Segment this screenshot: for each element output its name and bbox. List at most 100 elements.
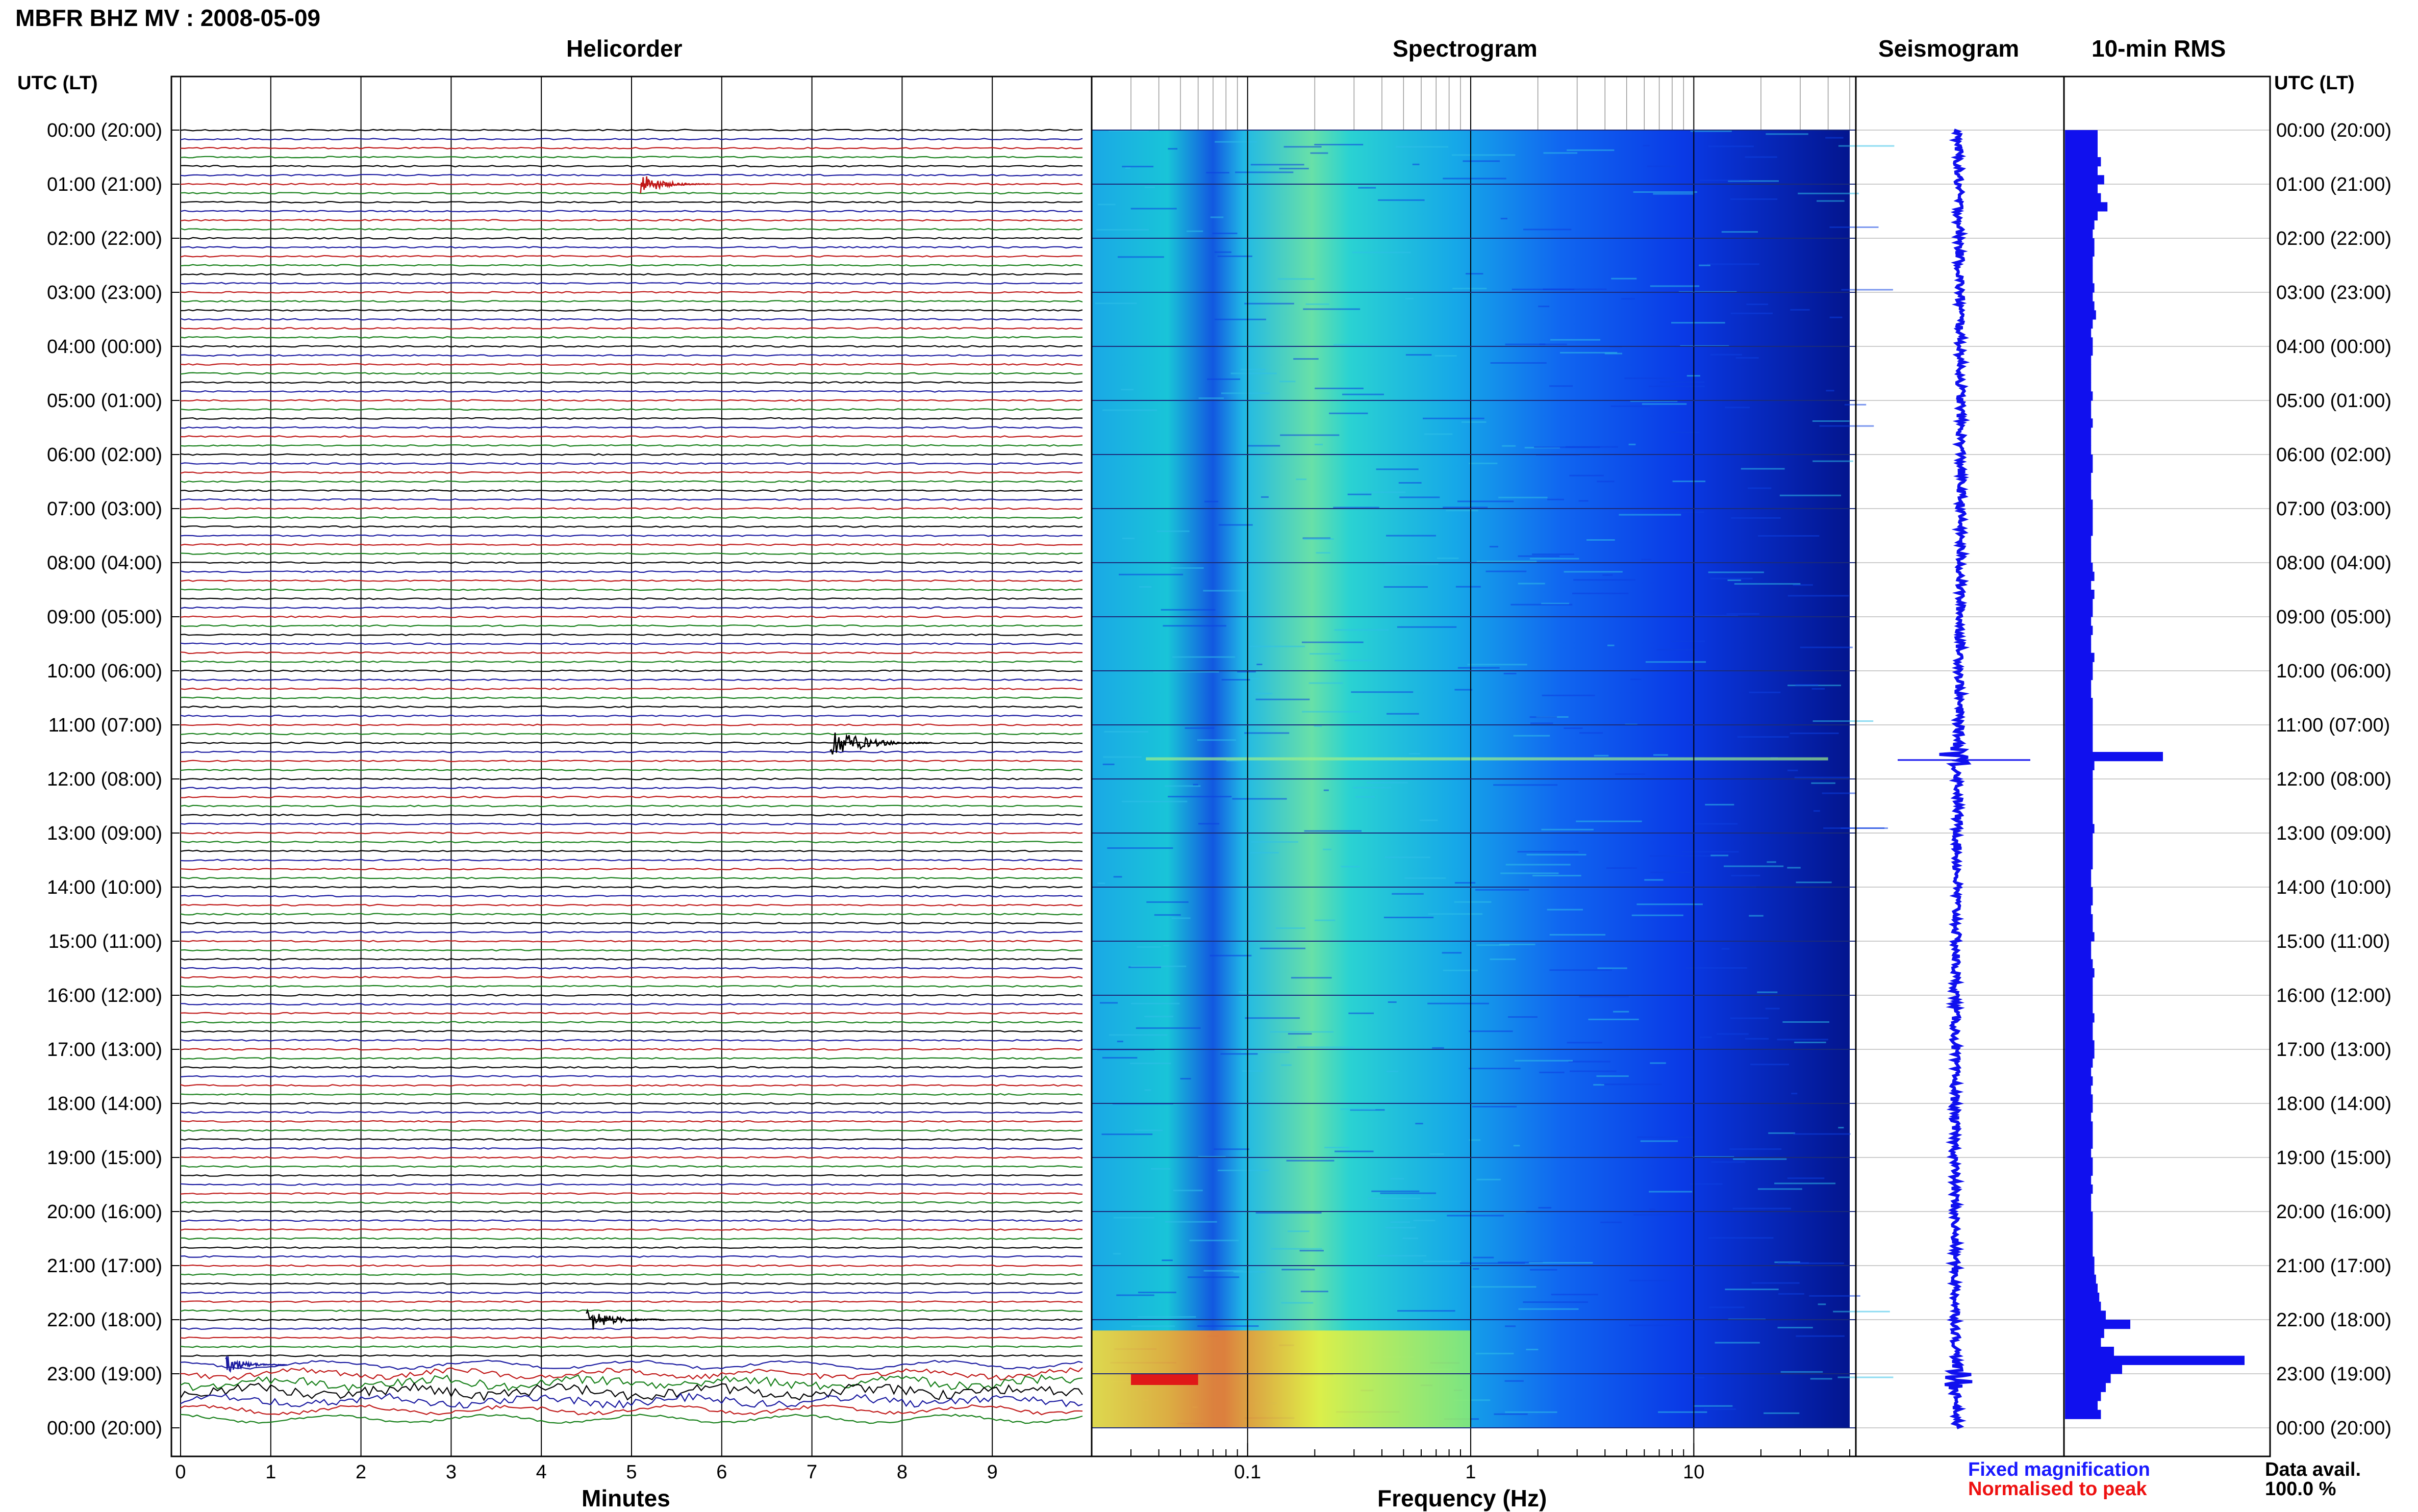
spectrogram-streak: [1643, 145, 1650, 146]
spectrogram-streak: [1541, 602, 1569, 604]
spectrogram-streak: [1664, 511, 1704, 513]
spectrogram-streak: [1600, 1221, 1622, 1223]
rms-bar: [2065, 1239, 2093, 1248]
spectrogram-streak: [1367, 782, 1408, 784]
rms-bar: [2065, 526, 2093, 536]
rms-bar: [2065, 1049, 2095, 1059]
spectrogram-streak: [1757, 991, 1778, 993]
spectrogram-streak: [1340, 1108, 1376, 1110]
rms-bar: [2065, 806, 2093, 816]
helicorder-trace: [180, 471, 1083, 474]
rms-bar: [2065, 734, 2093, 743]
spectrogram-streak: [1302, 537, 1331, 539]
spectrogram-streak: [1543, 152, 1578, 154]
helicorder-trace: [180, 1264, 1083, 1267]
helicorder-trace: [180, 156, 1083, 159]
spectrogram-streak: [1532, 553, 1574, 556]
spectrogram-streak: [1795, 684, 1819, 686]
helicorder-trace: [180, 1138, 1083, 1141]
rms-bar: [2065, 436, 2092, 446]
spectrogram-streak: [1549, 934, 1606, 936]
spectrogram-streak: [1203, 590, 1250, 592]
spectrogram-streak: [1530, 1269, 1557, 1271]
rms-bar: [2065, 824, 2095, 834]
helicorder-trace: [180, 930, 1083, 934]
rms-bar: [2065, 590, 2095, 599]
spectrogram-streak: [1130, 208, 1177, 210]
spectrogram-streak: [1308, 682, 1343, 684]
spectrogram-streak: [1100, 1002, 1118, 1004]
spectrogram-streak: [1144, 1016, 1174, 1018]
helicorder-trace: [180, 1237, 1083, 1240]
spectrogram-streak: [1384, 563, 1439, 565]
spectrogram-streak: [1523, 229, 1572, 231]
rms-bar: [2065, 238, 2095, 248]
spectrogram-streak: [1469, 462, 1498, 464]
spectrogram-streak: [1388, 1001, 1397, 1003]
helicorder-trace: [180, 1039, 1083, 1042]
rms-bar: [2065, 563, 2093, 572]
spectrogram-streak: [1119, 573, 1183, 575]
minutes-axis-label: Minutes: [582, 1485, 670, 1511]
hour-label-right: 12:00 (08:00): [2276, 769, 2391, 790]
spectrogram-streak: [1787, 1177, 1825, 1179]
hour-label-right: 20:00 (16:00): [2276, 1201, 2391, 1223]
spectrogram-streak: [1221, 679, 1250, 681]
minute-tick-label: 4: [536, 1461, 547, 1483]
seismogram-trace: [1939, 129, 1973, 1429]
spectrogram-streak: [1489, 546, 1498, 548]
helicorder-trace: [180, 282, 1083, 285]
spectrogram-streak: [1518, 555, 1560, 557]
spectrogram-streak: [1588, 1018, 1639, 1020]
spectrogram-streak: [1102, 409, 1157, 411]
helicorder-trace: [180, 606, 1083, 609]
spectrogram-streak: [1737, 736, 1789, 738]
helicorder-trace: [180, 841, 1083, 844]
spectrogram-streak: [1193, 784, 1198, 786]
rms-bar: [2065, 959, 2093, 969]
spectrogram-streak: [1405, 354, 1432, 356]
spectrogram-streak: [1139, 586, 1152, 588]
rms-bar: [2065, 166, 2098, 175]
spectrogram-streak: [1586, 539, 1615, 541]
spectrogram-streak: [1741, 468, 1785, 470]
rms-bar: [2065, 598, 2093, 608]
spectrogram-streak: [1121, 389, 1134, 391]
time-axis-header-right: UTC (LT): [2274, 72, 2355, 94]
helicorder-trace: [180, 246, 1083, 249]
spectrogram-streak: [1437, 557, 1459, 559]
spectrogram-streak: [1490, 362, 1547, 364]
spectrogram-streak: [1413, 1220, 1435, 1221]
rms-bar: [2065, 337, 2093, 347]
spectrogram-streak: [1647, 165, 1676, 167]
helicorder-event: [586, 1308, 664, 1330]
spectrogram-streak: [1103, 756, 1142, 758]
spectrogram-streak: [1601, 1083, 1662, 1086]
rms-bar: [2065, 851, 2093, 861]
spectrogram-streak: [1412, 163, 1420, 165]
spectrogram-streak: [1163, 625, 1226, 627]
spectrogram-streak: [1791, 1093, 1798, 1095]
hour-label-right: 04:00 (00:00): [2276, 336, 2391, 358]
spectrogram-streak: [1254, 693, 1273, 695]
spectrogram-streak: [1505, 1411, 1557, 1413]
rms-bar: [2065, 1103, 2093, 1113]
spectrogram-streak: [1534, 446, 1600, 448]
hour-label-right: 13:00 (09:00): [2276, 823, 2391, 844]
spectrogram-streak: [1493, 784, 1558, 786]
rms-bar: [2065, 1193, 2092, 1203]
spectrogram-streak: [1542, 694, 1595, 696]
spectrogram-streak: [1314, 725, 1322, 727]
spectrogram-streak: [1454, 882, 1476, 884]
spectrogram-streak: [1621, 298, 1635, 300]
hour-label-right: 15:00 (11:00): [2276, 931, 2390, 952]
spectrogram-streak: [1774, 1182, 1836, 1185]
spectrogram-streak: [1838, 145, 1895, 147]
helicorder-trace: [180, 1057, 1083, 1060]
spectrogram-streak: [1198, 823, 1220, 825]
spectrogram-streak: [1353, 787, 1392, 789]
spectrogram-streak: [1693, 1405, 1733, 1407]
spectrogram-streak: [1476, 561, 1537, 563]
spectrogram-streak: [1198, 1156, 1226, 1158]
helicorder-trace: [181, 200, 1083, 204]
